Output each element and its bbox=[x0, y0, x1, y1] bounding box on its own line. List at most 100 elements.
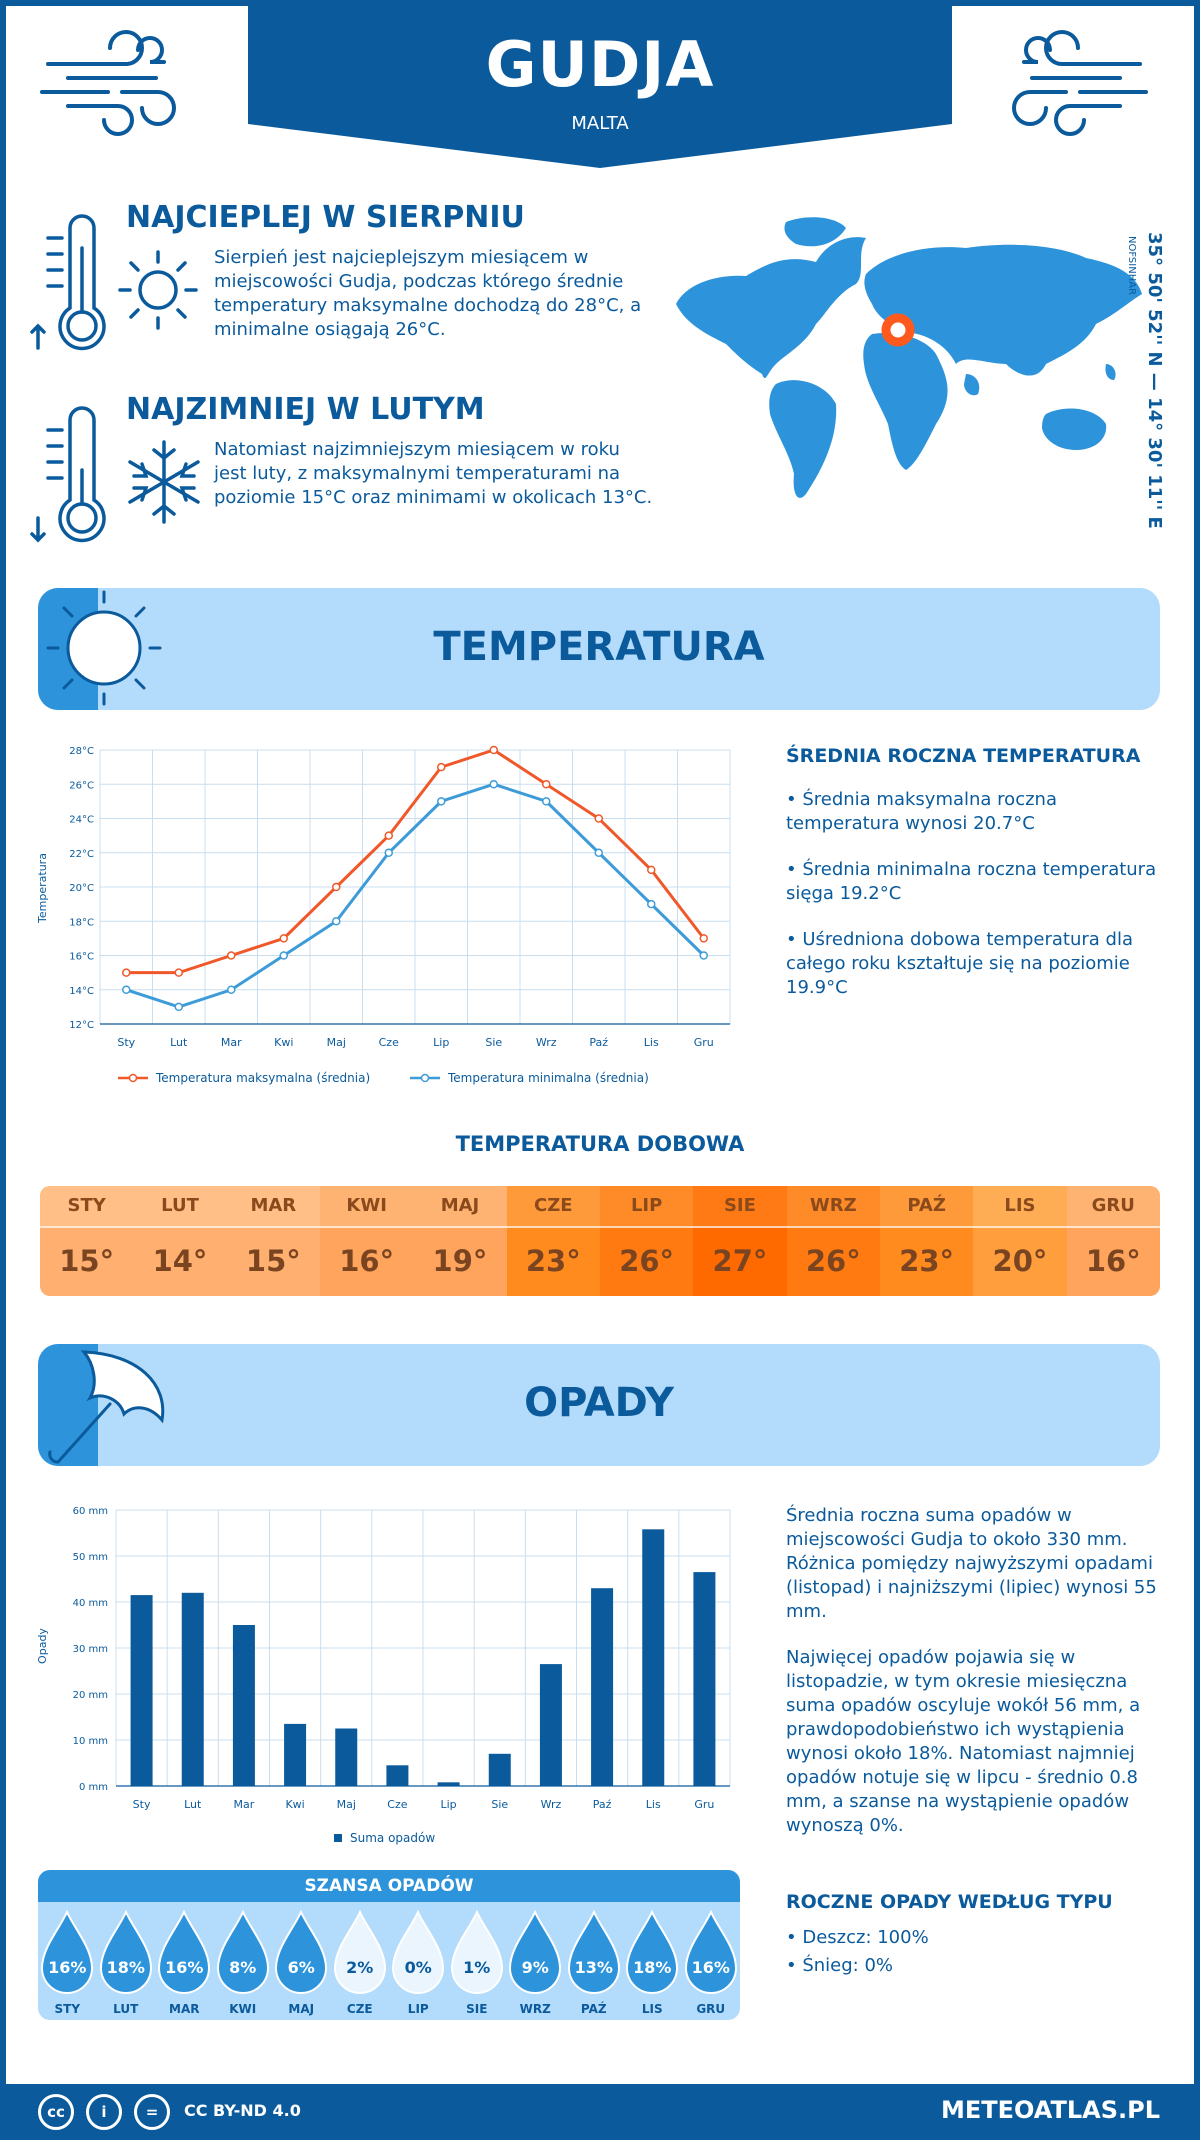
precip-chance-drop: 8% KWI bbox=[214, 1909, 272, 2020]
x-tick-label: Paź bbox=[589, 1036, 608, 1049]
precipitation-chance: SZANSA OPADÓW 16% STY 18% LUT 16% MAR 8% KWI 6% M… bbox=[38, 1870, 740, 2020]
data-point bbox=[384, 848, 393, 857]
daily-temp-value: 15° bbox=[245, 1244, 301, 1278]
precip-chance-drop: 13% PAŹ bbox=[565, 1909, 623, 2020]
daily-temp-cell: GRU 16° bbox=[1066, 1186, 1160, 1296]
precip-bar bbox=[232, 1625, 255, 1786]
daily-temp-month: PAŹ bbox=[879, 1186, 974, 1226]
precip-bar bbox=[130, 1595, 153, 1786]
x-tick-label: Sty bbox=[133, 1798, 151, 1811]
data-point bbox=[542, 780, 551, 789]
precip-chance-value: 16% bbox=[48, 1958, 87, 1977]
daily-temp-divider bbox=[319, 1226, 414, 1228]
data-point bbox=[437, 797, 446, 806]
legend-max: Temperatura maksymalna (średnia) bbox=[155, 1071, 370, 1085]
attribution-icon: i bbox=[86, 2094, 122, 2130]
data-point bbox=[437, 762, 446, 772]
precip-bar bbox=[386, 1765, 409, 1786]
daily-temp-divider bbox=[133, 1226, 227, 1228]
precip-chance-month: MAR bbox=[169, 2002, 200, 2016]
precip-chance-value: 2% bbox=[346, 1958, 374, 1977]
x-tick-label: Sty bbox=[117, 1036, 135, 1049]
no-derivatives-icon: = bbox=[134, 2094, 170, 2130]
raindrop-icon bbox=[392, 1909, 445, 1994]
data-point bbox=[122, 968, 131, 977]
precip-chance-drop: 16% STY bbox=[38, 1909, 96, 2020]
daily-temperature-title: TEMPERATURA DOBOWA bbox=[455, 1132, 745, 1156]
data-point bbox=[332, 917, 341, 926]
data-point bbox=[279, 951, 288, 960]
precip-chance-month: STY bbox=[54, 2002, 81, 2016]
data-point bbox=[174, 1002, 183, 1012]
banner-corner bbox=[38, 1344, 98, 1466]
thermometer-sun-icon bbox=[30, 214, 198, 351]
daily-temp-cell: MAJ 19° bbox=[413, 1186, 507, 1296]
x-tick-label: Sie bbox=[491, 1798, 508, 1811]
y-tick-label: 14°C bbox=[69, 986, 94, 997]
coordinates-text: 35° 50' 52'' N — 14° 30' 11'' E bbox=[1144, 232, 1165, 529]
site-link[interactable]: METEOATLAS.PL bbox=[940, 2096, 1160, 2124]
daily-temp-divider bbox=[226, 1226, 320, 1228]
x-tick-label: Wrz bbox=[541, 1798, 562, 1811]
precipitation-type-item: • Deszcz: 100% bbox=[786, 1927, 929, 1948]
coordinates: 35° 50' 52'' N — 14° 30' 11'' E NOFSINHA… bbox=[1126, 232, 1174, 529]
precipitation-chart: 0 mm 10 mm 20 mm 30 mm 40 mm 50 mm 60 mm Sty Lu… bbox=[36, 1506, 731, 1845]
coldest-text: Natomiast najzimniejszym miesiącem w rok… bbox=[214, 439, 653, 508]
license-text: CC BY-ND 4.0 bbox=[184, 2101, 301, 2120]
daily-temp-value: 16° bbox=[1085, 1244, 1141, 1278]
temperature-chart: 12°C 14°C 16°C 18°C 20°C 22°C 24°C 26°C 28°C Sty… bbox=[36, 745, 731, 1085]
raindrop-icon bbox=[450, 1909, 503, 1994]
data-point bbox=[489, 780, 498, 789]
precip-chance-drop: 1% SIE bbox=[448, 1909, 506, 2020]
daily-temp-value: 23° bbox=[525, 1244, 581, 1278]
data-point bbox=[227, 951, 236, 960]
precipitation-chance-drops: 16% STY 18% LUT 16% MAR 8% KWI 6% MAJ 2% CZE 0% LIP 1%… bbox=[38, 1909, 740, 2020]
precip-chance-value: 16% bbox=[165, 1958, 204, 1977]
precip-chance-drop: 0% LIP bbox=[389, 1909, 447, 2020]
coldest-title: NAJZIMNIEJ W LUTYM bbox=[126, 392, 485, 427]
precipitation-type-item: • Śnieg: 0% bbox=[786, 1955, 894, 1976]
warmest-title: NAJCIEPLEJ W SIERPNIU bbox=[126, 200, 525, 235]
precip-chance-month: LUT bbox=[113, 2002, 139, 2016]
precip-bar bbox=[284, 1723, 307, 1786]
y-tick-label: 12°C bbox=[69, 1020, 94, 1031]
precip-chance-value: 9% bbox=[521, 1958, 549, 1977]
raindrop-icon bbox=[216, 1909, 269, 1994]
precip-chance-drop: 18% LIS bbox=[623, 1909, 681, 2020]
daily-temp-month: WRZ bbox=[786, 1186, 880, 1226]
precip-chance-month: WRZ bbox=[519, 2002, 551, 2016]
data-point bbox=[647, 899, 656, 909]
precip-chance-month: LIP bbox=[407, 2002, 429, 2016]
x-tick-label: Lip bbox=[433, 1036, 449, 1049]
wind-icon bbox=[40, 30, 176, 136]
city-name: GUDJA bbox=[485, 28, 715, 101]
daily-temp-month: SIE bbox=[693, 1186, 787, 1226]
daily-temp-cell: STY 15° bbox=[40, 1186, 134, 1296]
precip-chance-drop: 6% MAJ bbox=[272, 1909, 330, 2020]
precip-bar bbox=[642, 1529, 665, 1786]
location-marker bbox=[881, 313, 915, 347]
y-tick-label: 0 mm bbox=[79, 1782, 108, 1793]
wind-icon bbox=[1012, 30, 1148, 136]
precip-chance-value: 18% bbox=[106, 1958, 145, 1977]
raindrop-icon bbox=[567, 1909, 620, 1994]
daily-temp-cell: LIS 20° bbox=[973, 1186, 1067, 1296]
y-tick-label: 16°C bbox=[69, 952, 94, 963]
series-line bbox=[126, 748, 705, 975]
daily-temp-divider bbox=[879, 1226, 974, 1228]
x-tick-label: Lut bbox=[170, 1036, 188, 1049]
temperature-axis-label: Temperatura bbox=[36, 853, 49, 924]
precip-bar bbox=[335, 1728, 358, 1786]
precipitation-banner: OPADY bbox=[38, 1344, 1160, 1466]
temperature-summary-point: • Uśredniona dobowa temperatura dla całe… bbox=[786, 929, 1134, 998]
daily-temp-value: 15° bbox=[59, 1244, 115, 1278]
header: GUDJA MALTA bbox=[248, 0, 952, 168]
raindrop-icon bbox=[626, 1909, 679, 1994]
y-tick-label: 22°C bbox=[69, 849, 94, 860]
raindrop-icon bbox=[333, 1909, 386, 1994]
daily-temp-value: 16° bbox=[339, 1244, 395, 1278]
x-tick-label: Cze bbox=[387, 1798, 407, 1811]
daily-temp-month: LIP bbox=[599, 1186, 694, 1226]
daily-temp-cell: KWI 16° bbox=[319, 1186, 414, 1296]
precipitation-type: ROCZNE OPADY WEDŁUG TYPU • Deszcz: 100% … bbox=[786, 1890, 1176, 1978]
